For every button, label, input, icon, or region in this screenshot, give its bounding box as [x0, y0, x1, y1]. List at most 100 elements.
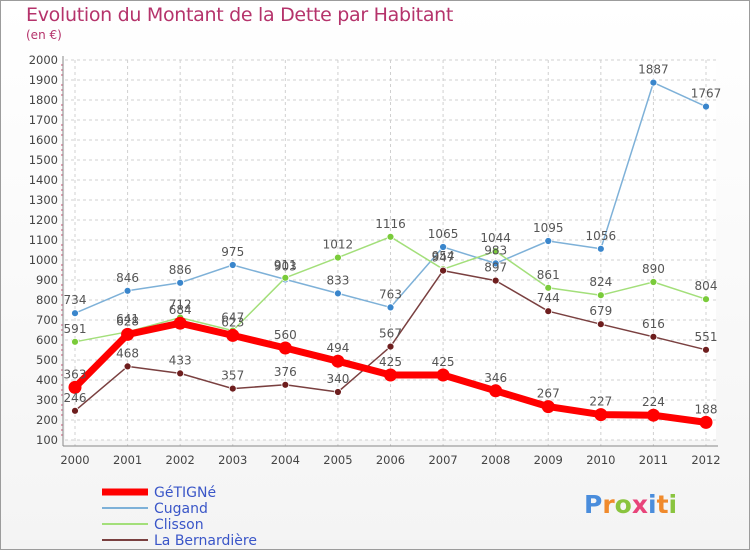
data-point	[489, 384, 503, 398]
data-point	[71, 309, 79, 318]
data-label: 763	[379, 287, 402, 301]
x-tick-label: 2003	[218, 453, 247, 467]
y-tick-label: 2000	[29, 53, 58, 67]
data-label: 591	[64, 322, 87, 336]
x-tick-label: 2006	[376, 453, 405, 467]
y-tick-label: 300	[36, 393, 58, 407]
data-point	[596, 291, 605, 300]
data-point	[596, 244, 605, 253]
data-label: 861	[537, 268, 560, 282]
data-point	[646, 408, 660, 422]
axes: 100 200 300 400 500 600 700 800 900 1000 1100 1200 1…	[29, 53, 721, 467]
data-label: 846	[116, 271, 139, 285]
logo-letter: x	[631, 490, 648, 519]
data-label: 567	[379, 327, 402, 341]
data-point	[173, 316, 187, 330]
data-point	[68, 380, 82, 394]
data-label: 903	[274, 259, 297, 273]
data-point	[386, 232, 395, 241]
data-label: 679	[589, 304, 612, 318]
y-tick-label: 1900	[29, 73, 58, 87]
x-tick-label: 2004	[271, 453, 300, 467]
data-label: 1012	[323, 238, 354, 252]
data-point	[123, 286, 132, 295]
data-point	[121, 327, 135, 341]
legend-label: Cugand	[154, 501, 208, 517]
y-tick-label: 900	[36, 273, 58, 287]
data-label: 551	[695, 330, 718, 344]
x-tick-label: 2010	[586, 453, 615, 467]
legend-label: GéTIGNé	[154, 485, 216, 501]
data-point	[331, 354, 345, 368]
y-tick-label: 400	[36, 373, 58, 387]
data-point	[699, 415, 713, 429]
chart-subtitle: (en €)	[26, 28, 62, 42]
data-point	[228, 384, 237, 393]
data-point	[384, 368, 397, 382]
grid-lines	[65, 59, 716, 446]
y-tick-label: 1500	[29, 153, 58, 167]
data-label: 267	[537, 387, 560, 401]
data-label: 433	[169, 353, 192, 367]
data-point	[226, 328, 240, 342]
data-label: 954	[432, 249, 455, 263]
x-tick-label: 2005	[323, 453, 352, 467]
data-point	[491, 276, 500, 285]
data-label: 712	[169, 298, 192, 312]
data-label: 560	[274, 328, 297, 342]
data-point	[386, 303, 395, 312]
data-label: 246	[64, 391, 87, 405]
data-point	[176, 278, 185, 287]
legend-label: Clisson	[154, 517, 204, 533]
x-tick-label: 2007	[428, 453, 457, 467]
data-label: 824	[589, 275, 612, 289]
y-tick-label: 800	[36, 293, 58, 307]
data-point	[281, 380, 290, 389]
data-label: 346	[484, 371, 507, 385]
data-point	[649, 78, 658, 87]
data-point	[544, 237, 553, 245]
data-point	[544, 307, 553, 316]
y-tick-label: 1700	[29, 113, 58, 127]
data-point	[596, 320, 605, 329]
logo-letter: P	[584, 490, 603, 519]
data-point	[334, 388, 342, 396]
y-tick-label: 600	[36, 333, 58, 347]
data-label: 224	[642, 395, 665, 409]
data-label: 744	[537, 291, 560, 305]
y-tick-label: 1000	[29, 253, 58, 267]
data-label: 188	[695, 402, 718, 416]
data-label: 616	[642, 317, 665, 331]
logo-letter: i	[648, 490, 657, 519]
data-label: 628	[116, 314, 139, 328]
proxiti-logo: Proxiti	[584, 490, 677, 519]
data-label: 911	[274, 258, 297, 272]
data-label: 1887	[638, 63, 669, 77]
data-point	[278, 341, 292, 355]
data-label: 1095	[533, 221, 564, 235]
data-label: 1116	[375, 217, 406, 231]
x-tick-label: 2012	[691, 453, 720, 467]
data-point	[386, 342, 395, 351]
data-label: 363	[64, 367, 87, 381]
y-tick-label: 100	[36, 433, 58, 447]
data-point	[334, 289, 342, 298]
x-tick-label: 2001	[113, 453, 142, 467]
chart-title: Evolution du Montant de la Dette par Hab…	[26, 4, 454, 26]
x-tick-label: 2011	[639, 453, 668, 467]
data-label: 897	[484, 261, 507, 275]
y-tick-label: 200	[36, 413, 58, 427]
data-point	[123, 362, 132, 371]
y-tick-label: 500	[36, 353, 58, 367]
data-label: 468	[116, 346, 139, 360]
data-point	[594, 408, 608, 422]
data-label: 340	[326, 372, 349, 386]
data-point	[176, 369, 185, 378]
x-tick-label: 2000	[60, 453, 89, 467]
data-point	[702, 345, 710, 354]
data-point	[702, 295, 710, 304]
data-label: 641	[116, 312, 139, 326]
data-point	[702, 102, 710, 111]
